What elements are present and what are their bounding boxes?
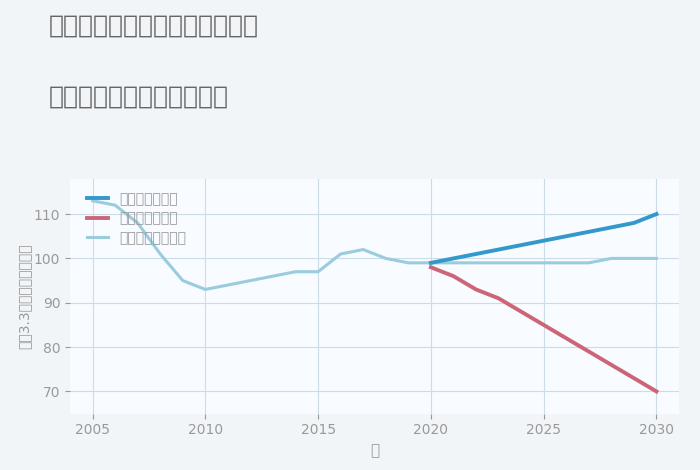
グッドシナリオ [427, 260, 435, 266]
ノーマルシナリオ [427, 260, 435, 266]
バッドシナリオ [584, 349, 593, 354]
Line: ノーマルシナリオ: ノーマルシナリオ [431, 258, 657, 263]
グッドシナリオ [584, 229, 593, 235]
グッドシナリオ [494, 247, 503, 252]
バッドシナリオ [607, 362, 615, 368]
バッドシナリオ [427, 265, 435, 270]
Line: バッドシナリオ: バッドシナリオ [431, 267, 657, 392]
ノーマルシナリオ [562, 260, 570, 266]
バッドシナリオ [652, 389, 661, 394]
ノーマルシナリオ [652, 256, 661, 261]
バッドシナリオ [472, 287, 480, 292]
X-axis label: 年: 年 [370, 443, 379, 458]
Line: グッドシナリオ: グッドシナリオ [431, 214, 657, 263]
バッドシナリオ [449, 274, 458, 279]
グッドシナリオ [449, 256, 458, 261]
グッドシナリオ [517, 243, 525, 248]
ノーマルシナリオ [584, 260, 593, 266]
ノーマルシナリオ [494, 260, 503, 266]
グッドシナリオ [630, 220, 638, 226]
ノーマルシナリオ [630, 256, 638, 261]
グッドシナリオ [562, 234, 570, 239]
ノーマルシナリオ [449, 260, 458, 266]
ノーマルシナリオ [472, 260, 480, 266]
グッドシナリオ [607, 225, 615, 230]
ノーマルシナリオ [540, 260, 548, 266]
ノーマルシナリオ [607, 256, 615, 261]
バッドシナリオ [517, 309, 525, 314]
Legend: グッドシナリオ, バッドシナリオ, ノーマルシナリオ: グッドシナリオ, バッドシナリオ, ノーマルシナリオ [83, 188, 190, 250]
バッドシナリオ [540, 322, 548, 328]
グッドシナリオ [652, 211, 661, 217]
Text: 中古マンションの価格推移: 中古マンションの価格推移 [49, 85, 229, 109]
Y-axis label: 坪（3.3㎡）単価（万円）: 坪（3.3㎡）単価（万円） [17, 243, 31, 349]
バッドシナリオ [630, 376, 638, 381]
バッドシナリオ [494, 296, 503, 301]
バッドシナリオ [562, 336, 570, 341]
Text: 三重県桑名市長島町長島中町の: 三重県桑名市長島町長島中町の [49, 14, 259, 38]
グッドシナリオ [472, 251, 480, 257]
ノーマルシナリオ [517, 260, 525, 266]
グッドシナリオ [540, 238, 548, 243]
